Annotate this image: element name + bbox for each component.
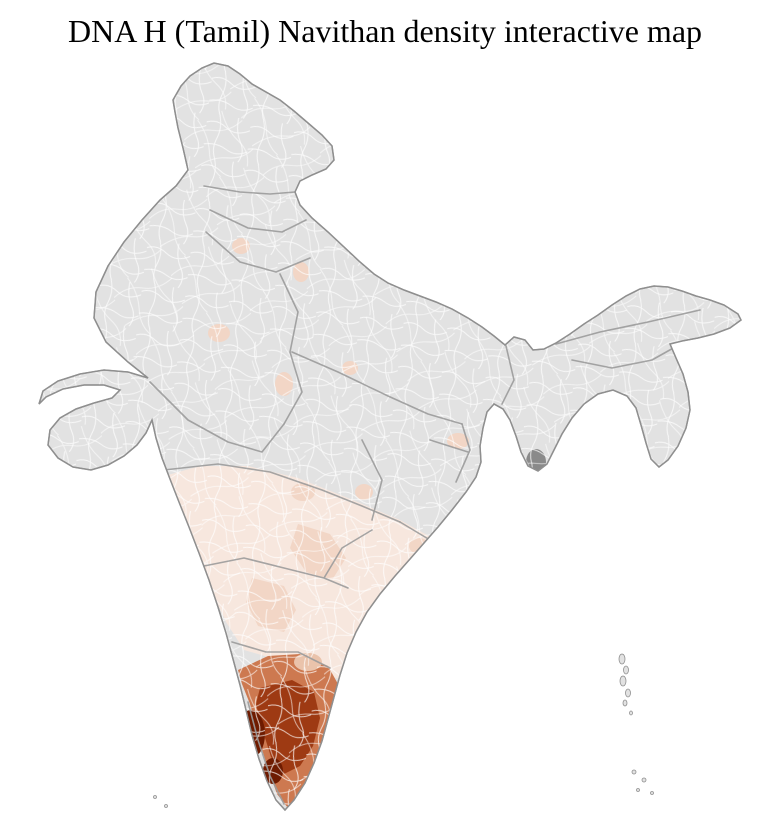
state-border [203, 185, 296, 195]
island[interactable] [619, 675, 627, 687]
state-border [205, 231, 311, 273]
island[interactable] [650, 791, 654, 795]
state-border [555, 309, 701, 369]
island[interactable] [622, 699, 628, 707]
state-border [429, 423, 471, 483]
state-border [247, 701, 285, 805]
district-boundaries-overlay [39, 63, 741, 810]
island[interactable] [641, 777, 647, 783]
island[interactable] [618, 653, 626, 665]
island[interactable] [631, 769, 637, 775]
state-border [203, 529, 373, 589]
state-border [279, 273, 303, 425]
island[interactable] [153, 795, 157, 799]
page-title: DNA H (Tamil) Navithan density interacti… [68, 13, 702, 49]
density-patch[interactable] [158, 495, 174, 517]
island[interactable] [636, 788, 640, 792]
state-border [361, 439, 383, 521]
island-group [153, 653, 654, 808]
island[interactable] [164, 804, 168, 808]
state-border [231, 641, 331, 669]
state-border [149, 381, 285, 453]
state-border [501, 345, 515, 405]
state-border [291, 351, 463, 425]
island[interactable] [625, 688, 631, 698]
state-border [209, 209, 307, 233]
state-border [163, 463, 401, 523]
island[interactable] [623, 665, 629, 675]
island[interactable] [629, 710, 633, 716]
